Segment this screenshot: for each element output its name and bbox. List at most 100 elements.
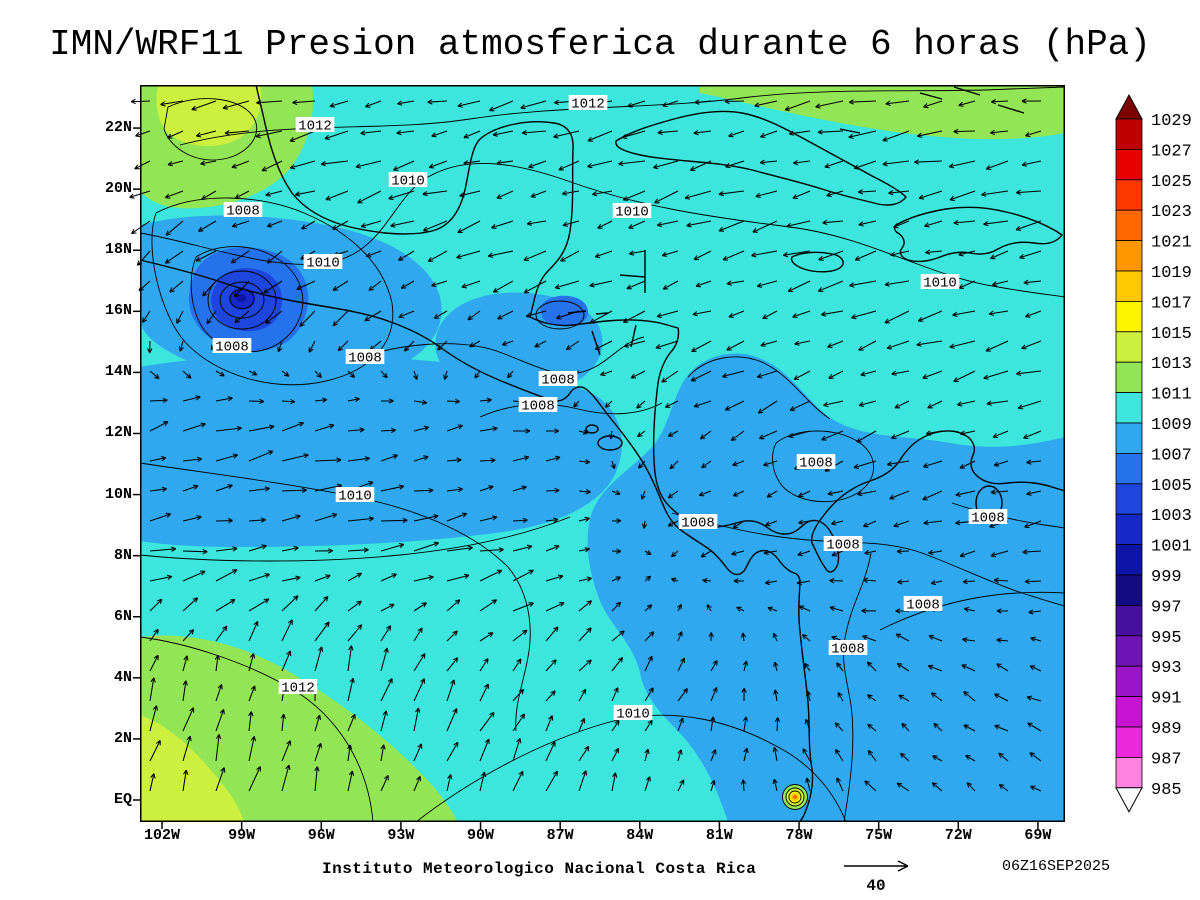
wind-arrow <box>380 542 405 552</box>
wind-arrow <box>459 190 481 198</box>
wind-arrow <box>611 720 620 732</box>
wind-arrow <box>798 605 811 612</box>
wind-arrow <box>922 370 943 380</box>
isobar <box>349 336 645 375</box>
wind-arrow <box>320 160 349 167</box>
wind-arrow <box>149 598 163 612</box>
wind-arrow <box>725 160 745 169</box>
wind-arrow <box>853 460 877 469</box>
wind-arrow <box>667 520 679 527</box>
y-tick-label: 16N <box>104 302 132 320</box>
wind-arrow <box>347 744 353 762</box>
wind-arrow <box>314 742 323 762</box>
wind-arrow <box>743 747 749 762</box>
wind-arrow <box>990 250 1009 260</box>
contour-label: 1010 <box>923 276 957 292</box>
wind-arrow <box>722 370 745 379</box>
pressure-fill-region <box>587 353 1065 822</box>
y-tick-label: 22N <box>104 119 132 137</box>
wind-arrow <box>740 632 747 642</box>
contour-label-box <box>212 338 252 353</box>
wind-arrow <box>698 490 712 497</box>
isobar <box>139 462 531 732</box>
wind-arrow <box>923 100 943 109</box>
wind-arrow <box>848 99 877 105</box>
wind-arrow <box>587 160 613 169</box>
wind-arrow <box>281 398 296 405</box>
wind-arrow <box>996 608 1009 614</box>
wind-arrow <box>610 460 616 470</box>
wind-arrow <box>479 547 504 553</box>
contour-label-box <box>920 274 960 289</box>
wind-arrow <box>766 490 778 498</box>
colorbar-label: 1009 <box>1151 416 1192 435</box>
wind-arrow <box>167 130 184 139</box>
wind-arrow <box>501 340 514 346</box>
wind-arrow <box>560 250 580 262</box>
wind-arrow <box>265 310 283 324</box>
wind-arrow <box>182 456 202 463</box>
wind-arrow <box>611 630 625 642</box>
wind-arrow <box>1021 160 1042 167</box>
isobar <box>785 787 805 807</box>
x-tick-label: 93W <box>387 827 415 844</box>
wind-arrow <box>953 370 976 383</box>
wind-arrow <box>281 453 309 462</box>
colorbar-segment <box>1115 149 1143 181</box>
wind-arrow <box>820 310 844 317</box>
wind-arrow <box>1024 520 1042 529</box>
wind-arrow <box>644 687 654 702</box>
wind-arrow <box>496 160 514 166</box>
contour-label-box <box>613 705 653 720</box>
wind-arrow <box>722 250 745 261</box>
wind-arrow <box>347 624 363 642</box>
wind-arrow <box>882 130 910 142</box>
wind-arrow <box>959 550 976 558</box>
wind-arrow <box>380 484 405 492</box>
wind-arrow <box>993 460 1009 467</box>
wind-arrow <box>266 250 283 264</box>
wind-arrow <box>994 724 1009 732</box>
wind-arrow <box>849 280 877 288</box>
wind-arrow <box>756 280 778 288</box>
wind-arrow <box>248 573 270 582</box>
isobar <box>843 552 872 823</box>
map-frame <box>133 85 1065 829</box>
wind-arrow <box>578 576 592 582</box>
contour-label: 1012 <box>281 681 315 697</box>
contour-label-box <box>303 254 343 269</box>
wind-arrow <box>446 679 456 702</box>
wind-arrow <box>222 100 250 110</box>
wind-arrow <box>963 724 976 732</box>
wind-arrow <box>437 340 448 351</box>
wind-arrow <box>677 717 684 732</box>
contour-label-box <box>345 349 385 364</box>
wind-arrow <box>866 661 877 672</box>
axis-tick-marks <box>133 127 1039 829</box>
wind-arrow <box>638 460 646 469</box>
wind-arrow <box>308 340 316 353</box>
contour-label: 1008 <box>521 399 555 415</box>
wind-arrow <box>182 655 189 672</box>
wind-arrow <box>191 100 217 111</box>
lake-managua <box>585 424 599 434</box>
wind-arrow <box>611 518 622 524</box>
colorbar-label: 1025 <box>1151 173 1192 192</box>
wind-arrow <box>182 769 189 792</box>
wind-arrow <box>652 160 679 170</box>
wind-arrow <box>990 489 1009 495</box>
wind-arrow <box>589 310 613 324</box>
y-tick-label: 4N <box>113 668 132 686</box>
wind-arrow <box>467 310 481 321</box>
wind-arrow <box>556 310 580 320</box>
wind-arrow <box>927 664 943 672</box>
wind-arrow <box>990 99 1009 105</box>
contour-label: 1008 <box>906 598 940 614</box>
wind-arrow <box>611 576 622 582</box>
contour-label-box <box>538 371 578 386</box>
wind-arrow <box>573 400 580 408</box>
wind-arrow <box>129 190 151 199</box>
wind-arrow <box>427 99 448 105</box>
wind-arrow <box>985 160 1009 171</box>
wind-arrow <box>796 579 811 586</box>
